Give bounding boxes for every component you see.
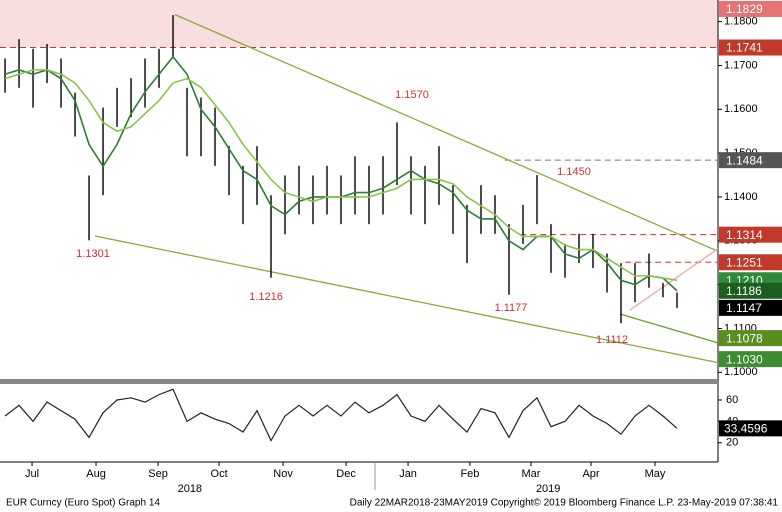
y-tick-label: 20 bbox=[726, 437, 738, 449]
resistance-zone bbox=[0, 0, 718, 48]
value-tag bbox=[719, 420, 782, 437]
x-tick-label: Jan bbox=[399, 468, 417, 480]
y-tick-label: 1.1700 bbox=[724, 59, 758, 71]
price-tag bbox=[719, 299, 782, 316]
price-tag-label: 1.1829 bbox=[726, 2, 763, 16]
x-tick-label: Apr bbox=[582, 468, 599, 480]
price-tag-label: 1.1741 bbox=[726, 41, 763, 55]
year-label: 2019 bbox=[536, 483, 560, 495]
annotation: 1.1216 bbox=[249, 291, 283, 303]
y-tick-label: 1.1400 bbox=[724, 191, 758, 203]
price-tag bbox=[719, 0, 782, 17]
y-tick-label: 1.1600 bbox=[724, 103, 758, 115]
y-tick-label: 1.1000 bbox=[724, 366, 758, 378]
price-tag-label: 1.1314 bbox=[726, 228, 763, 242]
y-tick-label: 1.1800 bbox=[724, 16, 758, 28]
rsi-line bbox=[4, 388, 678, 442]
annotation: 1.1177 bbox=[495, 302, 528, 314]
trendline bbox=[94, 235, 719, 364]
x-tick-label: Oct bbox=[211, 468, 228, 480]
x-tick-label: Dec bbox=[336, 468, 356, 480]
price-tag-label: 1.1186 bbox=[726, 284, 762, 298]
panel-separator bbox=[0, 379, 718, 384]
price-tag-label: 1.1484 bbox=[726, 153, 763, 167]
x-tick-label: May bbox=[645, 468, 666, 480]
year-label: 2018 bbox=[178, 483, 202, 495]
annotation: 1.1570 bbox=[395, 89, 429, 101]
price-tag bbox=[719, 254, 782, 271]
y-tick-label: 60 bbox=[726, 394, 738, 406]
price-tag-label: 1.1251 bbox=[726, 255, 763, 269]
annotation: 1.1301 bbox=[76, 248, 110, 260]
price-tag bbox=[719, 282, 782, 299]
x-tick-label: Aug bbox=[86, 468, 106, 480]
x-tick-label: Sep bbox=[148, 468, 168, 480]
price-tag-label: 1.1078 bbox=[726, 331, 763, 345]
price-tag bbox=[719, 152, 782, 169]
trendline bbox=[174, 14, 719, 252]
price-tag bbox=[719, 226, 782, 243]
annotation: 1.1112 bbox=[596, 334, 628, 346]
footer-left: EUR Curncy (Euro Spot) Graph 14 bbox=[6, 498, 160, 509]
footer-right: Daily 22MAR2018-23MAY2019 Copyright© 201… bbox=[350, 498, 779, 509]
x-tick-label: Mar bbox=[521, 468, 540, 480]
x-tick-label: Nov bbox=[273, 468, 293, 480]
x-tick-label: Feb bbox=[460, 468, 479, 480]
moving-average bbox=[4, 69, 678, 282]
trendline bbox=[619, 313, 719, 344]
price-tag bbox=[719, 39, 782, 56]
x-tick-label: Jul bbox=[25, 468, 39, 480]
price-tag-label: 1.1030 bbox=[726, 352, 763, 366]
price-tag bbox=[719, 351, 782, 368]
price-tag bbox=[719, 330, 782, 347]
annotation: 1.1450 bbox=[557, 166, 591, 178]
price-tag-label: 1.1147 bbox=[726, 301, 762, 315]
value-tag-label: 33.4596 bbox=[724, 422, 768, 436]
